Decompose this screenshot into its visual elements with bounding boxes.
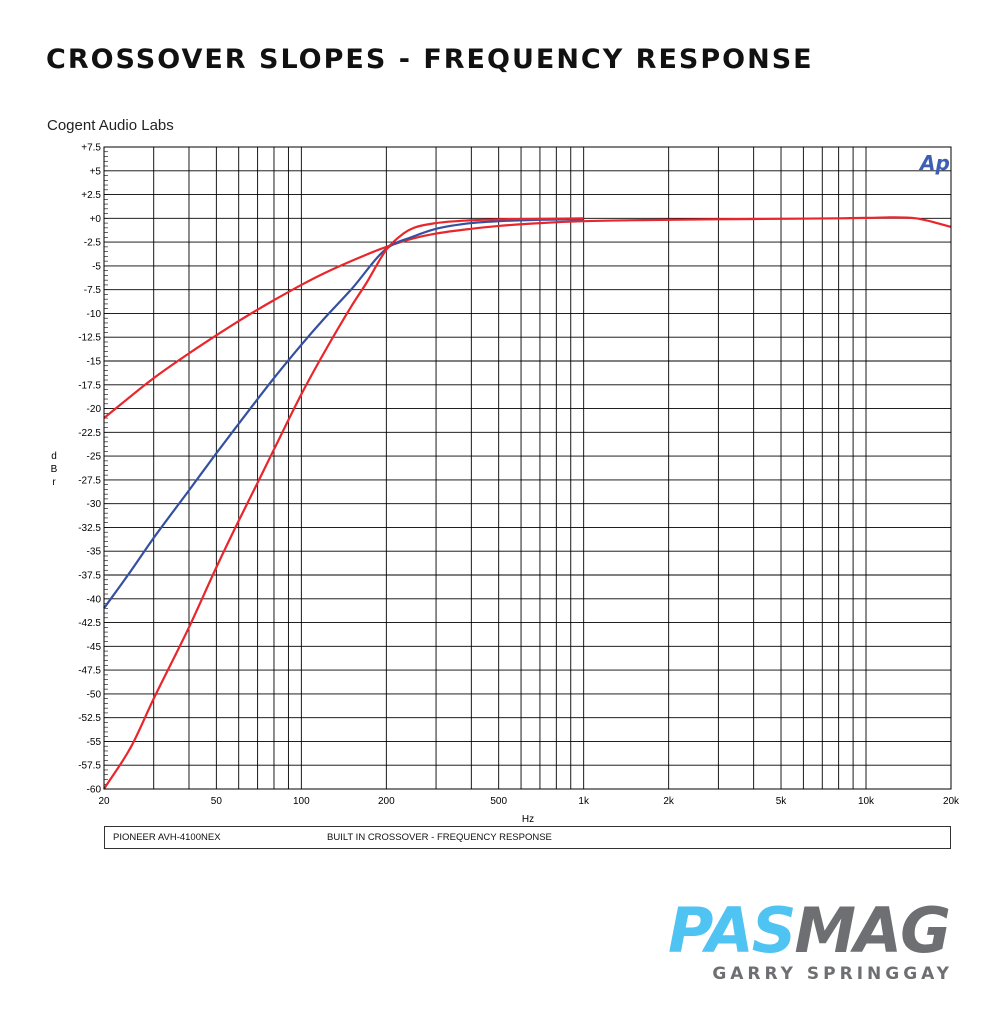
- x-tick-label: 5k: [776, 796, 788, 807]
- device-name: PIONEER AVH-4100NEX: [113, 832, 221, 843]
- x-tick-label: 200: [378, 796, 395, 807]
- series-line-3: [103, 217, 584, 790]
- y-tick-label: -50: [87, 689, 102, 700]
- y-tick-label: -37.5: [78, 571, 101, 582]
- x-tick-label: 1k: [578, 796, 590, 807]
- y-tick-label: -45: [87, 642, 102, 653]
- brand-block: PASMAG GARRY SPRINGGAY: [668, 896, 953, 985]
- y-tick-label: -27.5: [78, 475, 101, 486]
- y-tick-label: -10: [87, 309, 102, 320]
- x-tick-label: 100: [293, 796, 310, 807]
- x-axis-label: Hz: [522, 814, 534, 825]
- chart-description: BUILT IN CROSSOVER - FREQUENCY RESPONSE: [327, 832, 552, 843]
- y-tick-label: -7.5: [84, 285, 102, 296]
- y-tick-labels: +7.5 +5 +2.5 +0 -2.5 -5 -7.5 -10 -12.5 -15 -17.5 -2…: [78, 143, 101, 796]
- footer-info-box: PIONEER AVH-4100NEX BUILT IN CROSSOVER -…: [104, 826, 951, 849]
- y-tick-label: -2.5: [84, 238, 102, 249]
- page-title: CROSSOVER SLOPES - FREQUENCY RESPONSE: [46, 44, 814, 75]
- plot-frame: [103, 146, 952, 790]
- y-tick-label: -52.5: [78, 713, 101, 724]
- pasmag-logo: PASMAG: [668, 896, 953, 966]
- logo-part-pas: PAS: [668, 894, 796, 967]
- y-tick-label: -17.5: [78, 380, 101, 391]
- y-tick-label: -47.5: [78, 666, 101, 677]
- x-tick-label: 20: [98, 796, 110, 807]
- logo-part-mag: MAG: [794, 894, 951, 967]
- y-tick-label: -20: [87, 404, 102, 415]
- series-line-2: [103, 218, 584, 609]
- y-tick-label: -22.5: [78, 428, 101, 439]
- x-tick-label: 10k: [858, 796, 875, 807]
- ap-logo: Ap: [918, 151, 950, 175]
- series-line-1: [103, 216, 952, 419]
- y-tick-label: -35: [87, 547, 102, 558]
- x-tick-label: 20k: [943, 796, 960, 807]
- x-tick-label: 500: [490, 796, 507, 807]
- x-tick-labels: 20 50 100 200 500 1k 2k 5k 10k 20k: [98, 796, 960, 807]
- y-tick-label: +5: [90, 166, 102, 177]
- y-tick-label: -55: [87, 737, 102, 748]
- y-tick-label: +7.5: [81, 143, 101, 154]
- y-tick-label: -60: [87, 785, 102, 796]
- chart-grid: [103, 146, 952, 790]
- y-tick-label: -42.5: [78, 618, 101, 629]
- y-tick-label: -57.5: [78, 761, 101, 772]
- y-tick-label: -12.5: [78, 333, 101, 344]
- chart-series: [103, 216, 952, 790]
- lab-name: Cogent Audio Labs: [47, 117, 174, 134]
- y-tick-label: +2.5: [81, 190, 101, 201]
- y-tick-label: -5: [92, 261, 101, 272]
- y-tick-label: -25: [87, 452, 102, 463]
- y-tick-label: +0: [90, 214, 102, 225]
- author-name: GARRY SPRINGGAY: [712, 964, 953, 984]
- y-tick-label: -32.5: [78, 523, 101, 534]
- x-tick-label: 2k: [663, 796, 675, 807]
- x-tick-label: 50: [211, 796, 223, 807]
- y-tick-label: -40: [87, 594, 102, 605]
- y-tick-label: -30: [87, 499, 102, 510]
- y-tick-label: -15: [87, 357, 102, 368]
